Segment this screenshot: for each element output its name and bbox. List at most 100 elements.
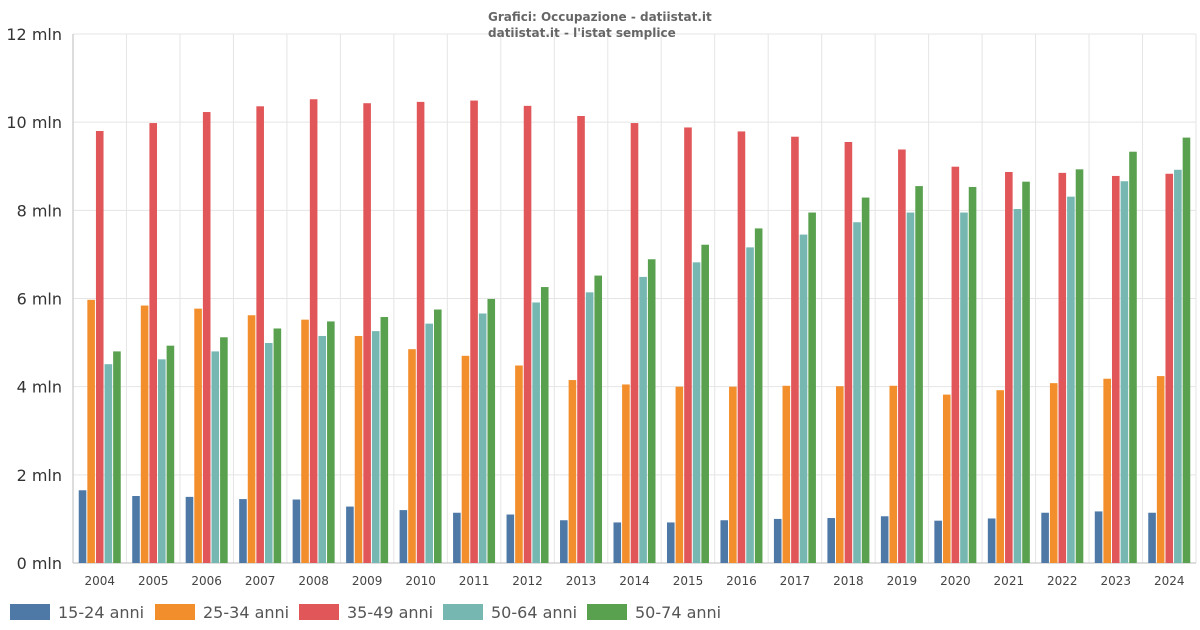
bar-2014-35-49-anni — [630, 123, 639, 563]
y-tick-labels: 0 mln 2 mln 4 mln 6 mln 8 mln 10 mln 12 mln — [6, 25, 62, 573]
bar-2020-25-34-anni — [942, 394, 951, 563]
bar-2015-15-24-anni — [666, 522, 675, 563]
y-tick-label: 12 mln — [6, 25, 62, 44]
bar-2019-15-24-anni — [880, 516, 889, 563]
y-tick-label: 4 mln — [17, 378, 62, 397]
y-tick-label: 0 mln — [17, 554, 62, 573]
legend-label: 25-34 anni — [203, 603, 289, 622]
x-tick-label: 2012 — [512, 574, 543, 588]
bar-2017-50-64-anni — [799, 234, 808, 563]
bar-2005-50-74-anni — [166, 345, 175, 563]
bar-2024-50-74-anni — [1182, 137, 1191, 564]
bar-2008-25-34-anni — [301, 319, 309, 563]
bar-2015-50-64-anni — [692, 262, 701, 563]
bar-2006-50-74-anni — [220, 337, 228, 563]
x-tick-label: 2010 — [405, 574, 436, 588]
bar-2024-50-64-anni — [1174, 169, 1182, 563]
bar-2018-15-24-anni — [827, 518, 836, 563]
bar-2013-50-64-anni — [585, 292, 594, 563]
bar-2011-35-49-anni — [470, 100, 478, 564]
bar-2018-50-74-anni — [861, 197, 870, 563]
bar-2010-25-34-anni — [408, 349, 416, 563]
legend-item-50-74-anni[interactable]: 50-74 anni — [587, 603, 721, 622]
bar-2014-25-34-anni — [622, 384, 630, 563]
bar-2020-35-49-anni — [951, 166, 960, 563]
legend[interactable]: 15-24 anni 25-34 anni 35-49 anni 50-64 anni… — [10, 603, 721, 622]
bar-2012-35-49-anni — [523, 105, 532, 563]
legend-swatch — [587, 604, 627, 620]
bar-2008-50-64-anni — [318, 335, 327, 563]
legend-swatch — [155, 604, 195, 620]
bar-2007-25-34-anni — [247, 315, 256, 563]
bar-2021-25-34-anni — [996, 390, 1005, 563]
bar-2004-35-49-anni — [95, 130, 104, 563]
bar-2008-35-49-anni — [309, 99, 318, 563]
bar-2013-50-74-anni — [594, 275, 603, 563]
legend-label: 50-64 anni — [491, 603, 577, 622]
bar-2018-50-64-anni — [853, 222, 861, 563]
x-tick-label: 2009 — [352, 574, 383, 588]
bar-2004-50-74-anni — [113, 351, 121, 563]
legend-swatch — [299, 604, 339, 620]
bar-2009-35-49-anni — [363, 103, 371, 564]
legend-item-35-49-anni[interactable]: 35-49 anni — [299, 603, 433, 622]
bar-2010-50-74-anni — [433, 309, 442, 563]
bar-2023-15-24-anni — [1094, 511, 1103, 563]
bar-2011-25-34-anni — [461, 355, 470, 563]
x-tick-label: 2020 — [940, 574, 971, 588]
bar-2024-25-34-anni — [1156, 376, 1165, 563]
bar-2005-35-49-anni — [149, 123, 158, 563]
bar-2009-50-74-anni — [380, 317, 389, 563]
bar-2015-35-49-anni — [684, 127, 692, 563]
bar-2007-50-64-anni — [264, 343, 273, 563]
x-tick-label: 2022 — [1047, 574, 1078, 588]
chart-subtitle: datiistat.it - l'istat semplice — [488, 26, 676, 40]
y-tick-label: 8 mln — [17, 201, 62, 220]
legend-swatch — [10, 604, 50, 620]
bar-2008-50-74-anni — [327, 321, 335, 563]
bar-2021-50-74-anni — [1022, 181, 1030, 563]
bar-2021-35-49-anni — [1005, 171, 1013, 563]
chart-title: Grafici: Occupazione - datiistat.it — [488, 10, 712, 24]
bar-2006-35-49-anni — [202, 112, 211, 563]
legend-label: 50-74 anni — [635, 603, 721, 622]
bar-2011-15-24-anni — [453, 512, 461, 563]
bar-2020-50-64-anni — [960, 212, 968, 563]
bar-2023-25-34-anni — [1103, 378, 1111, 563]
bar-2016-50-74-anni — [754, 228, 763, 563]
y-tick-label: 2 mln — [17, 466, 62, 485]
bar-2006-15-24-anni — [185, 496, 194, 563]
bar-2004-25-34-anni — [87, 299, 95, 563]
bar-2004-15-24-anni — [78, 490, 87, 563]
x-tick-label: 2007 — [245, 574, 276, 588]
bar-2016-25-34-anni — [729, 386, 737, 563]
x-tick-label: 2005 — [138, 574, 169, 588]
bar-2012-50-64-anni — [532, 302, 540, 563]
bar-2017-25-34-anni — [782, 385, 791, 563]
bar-2010-50-64-anni — [425, 323, 433, 563]
x-tick-label: 2008 — [298, 574, 329, 588]
bar-2012-50-74-anni — [540, 287, 549, 563]
legend-item-50-64-anni[interactable]: 50-64 anni — [443, 603, 577, 622]
bar-2009-25-34-anni — [354, 335, 363, 563]
bar-2018-25-34-anni — [836, 386, 844, 563]
bar-2005-25-34-anni — [140, 305, 149, 563]
x-tick-label: 2019 — [887, 574, 918, 588]
bar-2014-50-74-anni — [647, 259, 656, 563]
bar-2010-15-24-anni — [399, 510, 408, 563]
bar-2019-35-49-anni — [898, 149, 906, 563]
x-tick-label: 2004 — [84, 574, 115, 588]
bar-2017-35-49-anni — [791, 136, 799, 563]
bar-2015-25-34-anni — [675, 386, 684, 563]
bar-2007-15-24-anni — [239, 499, 247, 563]
bar-2017-15-24-anni — [773, 518, 782, 563]
legend-swatch — [443, 604, 483, 620]
legend-item-15-24-anni[interactable]: 15-24 anni — [10, 603, 144, 622]
bar-2005-50-64-anni — [158, 359, 166, 563]
x-tick-label: 2011 — [459, 574, 490, 588]
legend-item-25-34-anni[interactable]: 25-34 anni — [155, 603, 289, 622]
x-tick-label: 2013 — [566, 574, 597, 588]
x-tick-label: 2016 — [726, 574, 757, 588]
